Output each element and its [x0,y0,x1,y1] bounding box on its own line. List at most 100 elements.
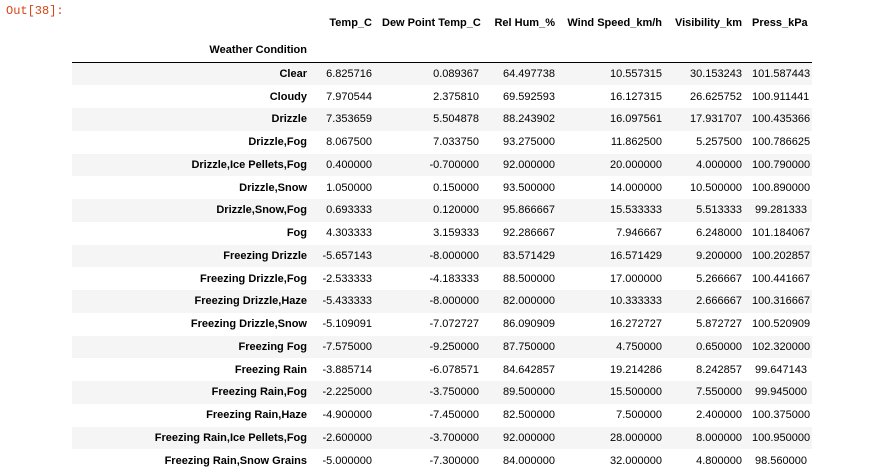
table-cell: 5.257500 [696,136,742,149]
table-row: Freezing Drizzle -5.657143 -8.000000 83.571… [72,244,812,268]
table-cell: 99.647143 [755,363,807,376]
table-cell: 4.303333 [326,227,372,240]
table-cell: 100.435366 [752,113,811,126]
column-header-row: Temp_C Dew Point Temp_C Rel Hum_% Wind S… [72,8,812,38]
table-cell: 100.375000 [752,409,811,422]
table-cell: 99.945000 [755,386,807,399]
row-index-label: Fog [286,227,307,240]
table-cell: 93.500000 [503,181,555,194]
table-cell: 16.571429 [610,249,662,262]
table-cell: -8.000000 [429,249,479,262]
table-row: Clear 6.825716 0.089367 64.497738 10.557315 3… [72,62,812,86]
table-cell: 4.000000 [696,158,742,171]
table-cell: -0.700000 [429,158,479,171]
column-header: Press_kPa [752,17,808,29]
table-cell: -5.433333 [322,295,372,308]
row-index-label: Freezing Rain,Haze [206,409,307,422]
table-cell: 2.666667 [696,295,742,308]
row-index-label: Freezing Rain,Fog [211,386,307,399]
row-index-label: Drizzle,Snow,Fog [216,204,307,217]
table-header: Temp_C Dew Point Temp_C Rel Hum_% Wind S… [72,8,812,63]
table-cell: -7.575000 [322,340,372,353]
table-cell: 7.353659 [326,113,372,126]
table-row: Fog 4.303333 3.159333 92.286667 7.946667 6.24… [72,221,812,245]
table-cell: 86.090909 [503,318,555,331]
table-cell: 84.642857 [503,363,555,376]
table-cell: 88.243902 [503,113,555,126]
dataframe-output: Temp_C Dew Point Temp_C Rel Hum_% Wind S… [72,8,812,472]
table-row: Freezing Drizzle,Haze -5.433333 -8.000000 8… [72,290,812,313]
table-cell: 6.825716 [326,68,372,81]
table-cell: -3.750000 [429,386,479,399]
table-cell: 100.786625 [752,136,811,149]
row-index-label: Cloudy [269,90,307,103]
table-row: Cloudy 7.970544 2.375810 69.592593 16.127315… [72,85,812,108]
table-cell: 4.800000 [696,454,742,467]
table-row: Freezing Rain -3.885714 -6.078571 84.642857… [72,358,812,381]
table-cell: 98.560000 [755,454,807,467]
table-cell: 0.650000 [696,340,742,353]
row-index-label: Freezing Rain,Ice Pellets,Fog [154,431,307,444]
table-row: Drizzle 7.353659 5.504878 88.243902 16.09756… [72,108,812,131]
table-row: Freezing Rain,Snow Grains -5.000000 -7.300… [72,449,812,472]
table-cell: 6.248000 [696,227,742,240]
table-cell: 0.693333 [326,204,372,217]
table-cell: 101.587443 [752,68,811,81]
table-cell: 64.497738 [503,68,555,81]
table-cell: 5.872727 [696,318,742,331]
table-cell: 7.500000 [616,409,662,422]
table-cell: 100.890000 [752,181,811,194]
table-cell: -6.078571 [429,363,479,376]
table-cell: 69.592593 [503,90,555,103]
table-cell: 4.750000 [616,340,662,353]
table-cell: -8.000000 [429,295,479,308]
table-cell: -7.450000 [429,409,479,422]
table-cell: 16.127315 [610,90,662,103]
column-header: Visibility_km [674,17,742,29]
table-cell: 3.159333 [433,227,479,240]
table-cell: -9.250000 [429,340,479,353]
table-cell: 82.500000 [503,409,555,422]
table-cell: 5.504878 [433,113,479,126]
row-index-label: Clear [279,68,307,81]
table-cell: 26.625752 [690,90,742,103]
table-cell: 17.000000 [610,272,662,285]
column-header: Wind Speed_km/h [567,17,662,29]
table-cell: 1.050000 [326,181,372,194]
table-cell: -2.225000 [322,386,372,399]
table-cell: 8.242857 [696,363,742,376]
table-cell: -4.900000 [322,409,372,422]
table-row: Freezing Fog -7.575000 -9.250000 87.750000 4… [72,335,812,359]
column-header: Rel Hum_% [494,17,555,29]
row-index-label: Freezing Drizzle,Haze [194,295,307,308]
table-cell: 20.000000 [610,158,662,171]
table-cell: 100.441667 [752,272,811,285]
row-index-label: Freezing Rain [234,363,307,376]
table-cell: 100.911441 [752,90,810,103]
table-cell: 7.970544 [326,90,372,103]
table-cell: 2.375810 [433,90,479,103]
table-cell: 14.000000 [610,181,662,194]
table-cell: 7.946667 [616,227,662,240]
table-cell: 2.400000 [696,409,742,422]
table-cell: 92.000000 [503,431,555,444]
table-row: Freezing Drizzle,Fog -2.533333 -4.183333 88… [72,267,812,290]
table-cell: 88.500000 [503,272,555,285]
table-cell: 92.286667 [503,227,555,240]
table-row: Drizzle,Snow,Fog 0.693333 0.120000 95.86666… [72,199,812,222]
table-cell: 82.000000 [503,295,555,308]
table-cell: 0.150000 [433,181,479,194]
table-row: Freezing Rain,Fog -2.225000 -3.750000 89.50… [72,381,812,404]
table-cell: 100.950000 [752,431,811,444]
index-corner-cell [72,8,312,38]
table-cell: 8.067500 [326,136,372,149]
table-cell: 15.533333 [610,204,662,217]
table-cell: -5.000000 [322,454,372,467]
table-cell: 10.500000 [690,181,742,194]
table-cell: 89.500000 [503,386,555,399]
row-index-label: Drizzle,Ice Pellets,Fog [191,158,307,171]
table-cell: 100.202857 [752,249,811,262]
table-cell: -2.600000 [322,431,372,444]
column-header: Temp_C [329,17,372,29]
table-cell: 8.000000 [696,431,742,444]
